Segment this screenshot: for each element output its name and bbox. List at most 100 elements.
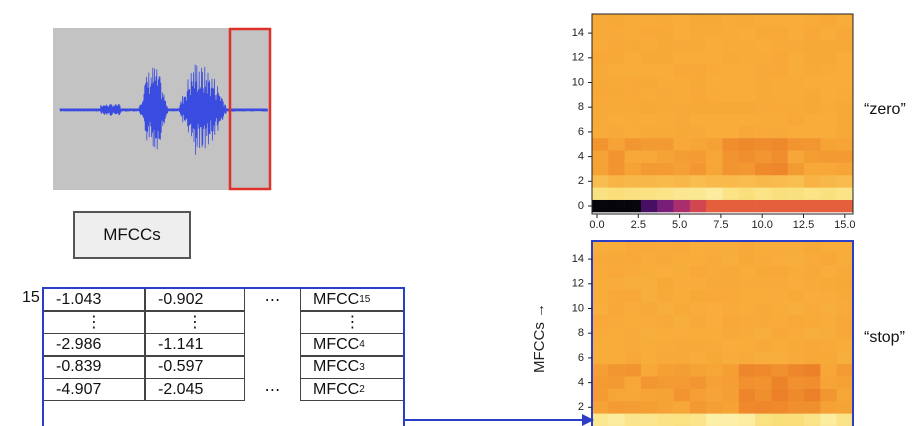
table-border (42, 287, 405, 426)
heatmap: 2 4 6 8 10 12 14 (572, 240, 854, 426)
heatmap-cell (722, 241, 740, 254)
heatmap-cell (738, 326, 756, 340)
heatmap-cell (624, 363, 642, 377)
heatmap-cell (820, 326, 837, 340)
heatmap-cell (706, 376, 723, 389)
heatmap-cell (738, 100, 756, 114)
heatmap-cell (689, 76, 707, 89)
heatmap-cell (755, 26, 772, 40)
heatmap-cell (592, 252, 609, 266)
heatmap-cell (804, 413, 821, 426)
heatmap-cell (820, 162, 837, 176)
heatmap-cell (771, 265, 789, 278)
heatmap-cell (738, 314, 756, 328)
heatmap-cell (689, 137, 707, 151)
table-cell: -1.141 (145, 333, 245, 357)
heatmap-cell (640, 113, 658, 126)
heatmap-cell (722, 174, 740, 188)
heatmap-cell (771, 302, 789, 315)
heatmap-cell (624, 413, 642, 426)
cell-subscript: 4 (359, 339, 365, 351)
heatmap-cell (820, 88, 837, 102)
heatmap-cell (640, 277, 658, 291)
heatmap-cell (820, 277, 837, 291)
heatmap-cell (738, 187, 756, 200)
heatmap-cell (624, 187, 642, 200)
heatmap-cell (608, 162, 625, 176)
heatmap-cell (836, 63, 854, 77)
heatmap-cell (755, 51, 772, 65)
heatmap-cell (755, 241, 772, 254)
heatmap-cell (624, 39, 642, 52)
heatmap-cell (836, 326, 854, 340)
heatmap-cell (804, 265, 821, 278)
heatmap-cell (771, 113, 789, 126)
heatmap-cell (820, 26, 837, 40)
heatmap-cell (755, 376, 772, 389)
heatmap-cell (771, 326, 789, 340)
heatmap-cell (624, 113, 642, 126)
heatmap-cell (657, 363, 674, 377)
x-tick-label: 2.5 (631, 219, 646, 231)
heatmap-cell (592, 162, 609, 176)
heatmap-cell (657, 376, 674, 389)
mfcc-button[interactable]: MFCCs (73, 211, 191, 259)
heatmap-cell (804, 14, 821, 28)
heatmap-cell (657, 289, 674, 303)
heatmap-cell (738, 39, 756, 52)
heatmap-cell (771, 88, 789, 102)
heatmap-cell (804, 187, 821, 200)
heatmap-cell (624, 63, 642, 77)
heatmap-cell (673, 265, 691, 278)
heatmap-cell (836, 277, 854, 291)
heatmap-cell (771, 252, 789, 266)
heatmap-cell (738, 199, 756, 213)
y-tick-label: 4 (578, 151, 584, 163)
heatmap-cell (657, 88, 674, 102)
heatmap-cell (771, 76, 789, 89)
heatmap-cell (787, 339, 805, 352)
heatmap-cell (689, 277, 707, 291)
heatmap-cell (706, 241, 723, 254)
heatmap-cell (657, 302, 674, 315)
heatmap-cell (722, 88, 740, 102)
heatmap-cell (755, 351, 772, 365)
heatmap-cell (836, 413, 854, 426)
heatmap-cell (738, 400, 756, 414)
heatmap-cell (722, 351, 740, 365)
heatmap-cell (673, 339, 691, 352)
heatmap-cell (738, 137, 756, 151)
heatmap-cell (673, 252, 691, 266)
heatmap-cell (624, 277, 642, 291)
heatmap-cell (771, 26, 789, 40)
heatmap-cell (608, 199, 625, 213)
heatmap-cell (673, 88, 691, 102)
cell-text: MFCC (313, 358, 360, 376)
heatmap-cell (755, 252, 772, 266)
heatmap-cell (608, 137, 625, 151)
heatmap-cell (836, 302, 854, 315)
heatmap-cell (640, 63, 658, 77)
heatmap: 0 2 4 6 8 10 12 14 0.0 2.5 5.0 7.5 10.0 12.5 15.0 (572, 13, 856, 231)
heatmap-cell (706, 265, 723, 278)
heatmap-cell (787, 376, 805, 389)
heatmap-cell (804, 314, 821, 328)
heatmap-cell (836, 113, 854, 126)
heatmap-cell (755, 88, 772, 102)
heatmap-cell (608, 363, 625, 377)
heatmap-cell (657, 199, 674, 213)
heatmap-cell (836, 14, 854, 28)
heatmap-cell (608, 289, 625, 303)
heatmap-cell (820, 187, 837, 200)
heatmap-cell (836, 26, 854, 40)
heatmap-cell (689, 51, 707, 65)
heatmap-cell (836, 39, 854, 52)
heatmap-cell (657, 26, 674, 40)
heatmap-cell (722, 339, 740, 352)
heatmap-cell (755, 100, 772, 114)
heatmap-cell (624, 137, 642, 151)
heatmap-cell (771, 277, 789, 291)
heatmap-cell (771, 100, 789, 114)
heatmap-cell (689, 400, 707, 414)
heatmap-cell (689, 162, 707, 176)
